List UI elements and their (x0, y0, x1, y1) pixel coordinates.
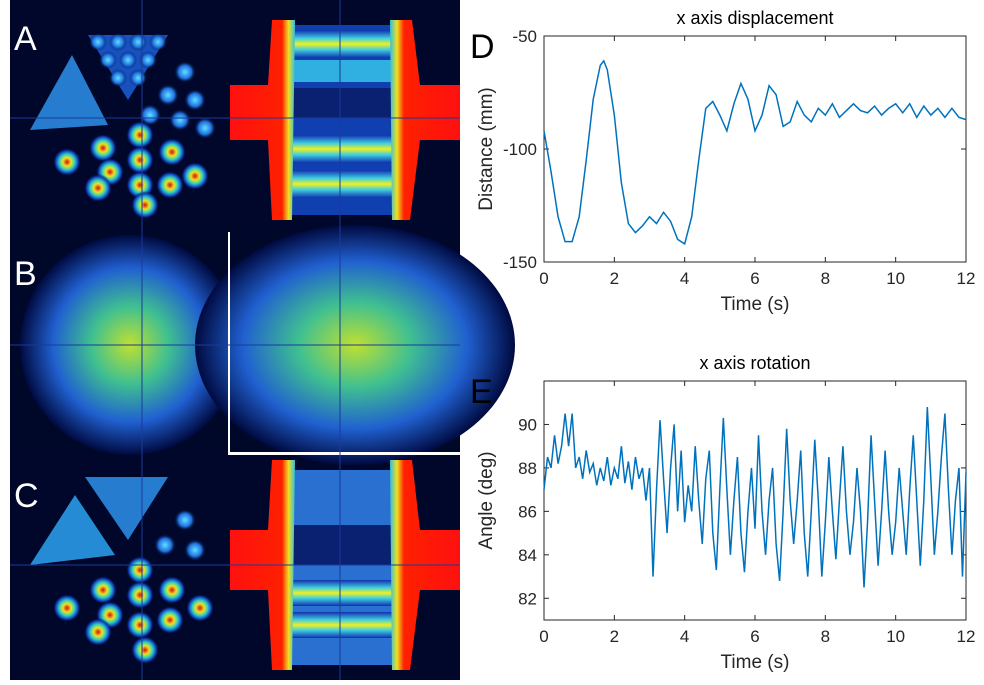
x-tick-label: 2 (610, 269, 619, 288)
y-tick-label: 82 (518, 589, 537, 608)
x-tick-label: 4 (680, 627, 689, 646)
chart-title: x axis rotation (699, 353, 810, 373)
image-c-left (30, 477, 214, 664)
image-a-left (30, 33, 216, 219)
y-axis-label: Distance (mm) (476, 87, 497, 211)
y-tick-label: -50 (512, 27, 537, 46)
crosshairs (10, 0, 460, 680)
x-tick-label: 12 (957, 269, 976, 288)
y-axis-label: Angle (deg) (476, 451, 497, 549)
x-tick-label: 2 (610, 627, 619, 646)
data-line (543, 59, 967, 246)
x-tick-label: 0 (539, 269, 548, 288)
x-tick-label: 8 (821, 269, 830, 288)
x-tick-label: 10 (886, 627, 905, 646)
x-tick-label: 0 (539, 627, 548, 646)
panel-label: A (14, 20, 37, 58)
x-tick-label: 12 (957, 627, 976, 646)
y-tick-label: -100 (503, 140, 537, 159)
panel-label: B (14, 255, 37, 293)
axes-box (543, 380, 967, 621)
x-tick-label: 6 (750, 627, 759, 646)
y-tick-label: 84 (518, 546, 537, 565)
x-tick-label: 10 (886, 269, 905, 288)
image-panels: A B C (10, 0, 515, 680)
x-axis-label: Time (s) (721, 294, 790, 315)
chart-title: x axis displacement (676, 8, 833, 28)
axes-box (543, 35, 967, 263)
y-tick-label: 90 (518, 415, 537, 434)
data-line (543, 407, 967, 588)
panel-label: C (14, 477, 39, 515)
y-tick-label: -150 (503, 253, 537, 272)
y-tick-label: 88 (518, 459, 537, 478)
x-tick-label: 8 (821, 627, 830, 646)
x-tick-label: 4 (680, 269, 689, 288)
x-axis-label: Time (s) (721, 652, 790, 673)
x-tick-label: 6 (750, 269, 759, 288)
y-tick-label: 86 (518, 502, 537, 521)
panel-label: E (470, 373, 493, 411)
panel-label: D (470, 28, 495, 66)
